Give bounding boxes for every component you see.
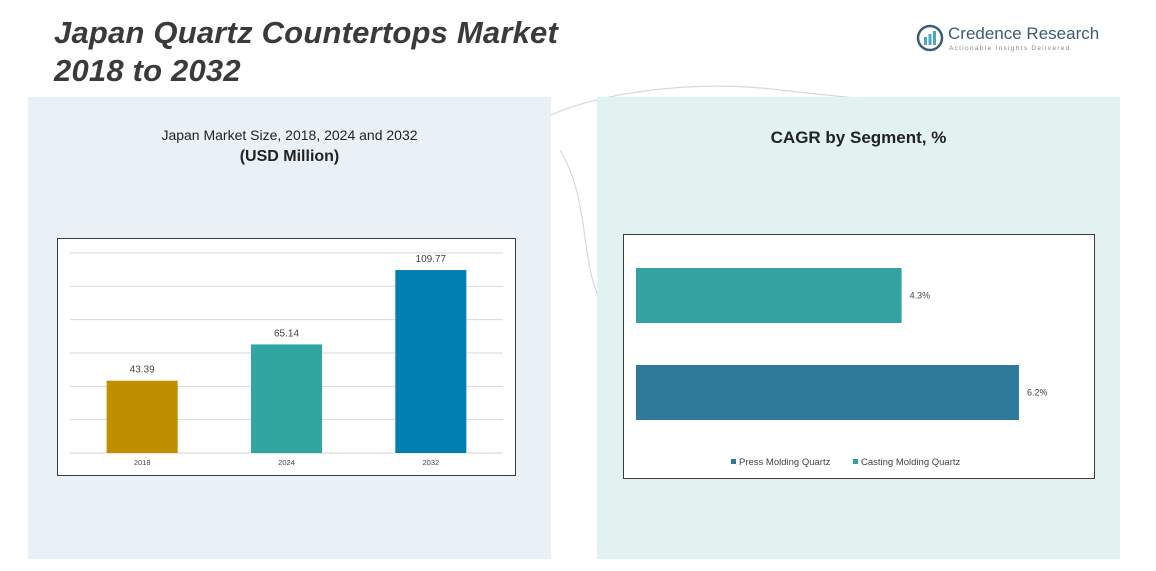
data-label-press-molding-quartz: 6.2% <box>1027 388 1048 398</box>
x-tick-label-2032: 2032 <box>422 458 439 467</box>
legend-swatch <box>731 459 736 464</box>
title-line-1: Japan Quartz Countertops Market <box>54 15 559 50</box>
legend-swatch <box>853 459 858 464</box>
market-size-unit: (USD Million) <box>239 148 340 165</box>
x-tick-label-2024: 2024 <box>278 458 295 467</box>
data-label-2018: 43.39 <box>130 365 155 376</box>
bar-casting-molding-quartz <box>636 268 902 323</box>
legend-label: Press Molding Quartz <box>739 457 831 468</box>
x-tick-label-2018: 2018 <box>134 458 151 467</box>
title-line-2: 2018 to 2032 <box>54 53 241 88</box>
market-size-heading: Japan Market Size, 2018, 2024 and 2032 <box>161 127 418 143</box>
cagr-heading: CAGR by Segment, % <box>770 128 947 147</box>
page-title: Japan Quartz Countertops Market 2018 to … <box>54 14 558 90</box>
cagr-chart: 4.3% 6.2% Press Molding Quartz Casting Mold… <box>623 234 1095 479</box>
data-label-2024: 65.14 <box>274 328 299 339</box>
data-label-2032: 109.77 <box>416 254 447 265</box>
cagr-chart-svg: 4.3% 6.2% Press Molding Quartz Casting Mold… <box>636 268 1048 468</box>
data-label-casting-molding-quartz: 4.3% <box>910 291 931 301</box>
bar-press-molding-quartz <box>636 365 1019 420</box>
brand-tagline: Actionable Insights Delivered <box>949 45 1071 52</box>
bar-chart-logo-icon <box>916 24 944 52</box>
market-size-chart: 43.39 2018 65.14 2024 109.77 2032 <box>57 238 516 476</box>
brand-logo: Credence Research Actionable Insights De… <box>916 22 1100 56</box>
bar-2018 <box>106 380 178 453</box>
bar-2024 <box>251 344 322 453</box>
market-size-chart-svg: 43.39 2018 65.14 2024 109.77 2032 <box>70 252 503 467</box>
legend-label: Casting Molding Quartz <box>861 457 961 468</box>
bar-2032 <box>395 270 467 453</box>
brand-name: Credence Research <box>948 24 1100 43</box>
